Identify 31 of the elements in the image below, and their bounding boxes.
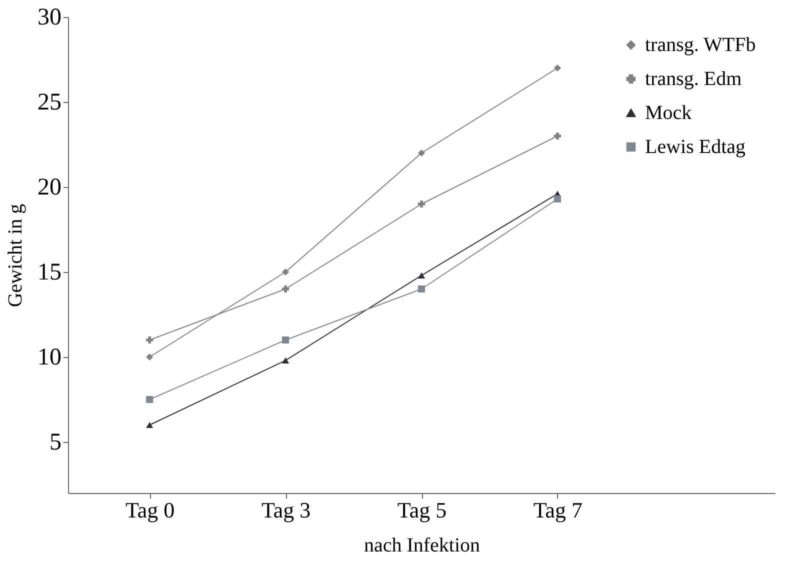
y-tick-label: 15: [38, 260, 62, 286]
point: [146, 396, 154, 404]
point: [282, 336, 290, 344]
point: [146, 422, 154, 428]
point: [554, 64, 561, 72]
point: [146, 353, 154, 361]
point: [282, 285, 290, 293]
legend-label: transg. Edm: [645, 68, 742, 90]
y-tick-label: 25: [38, 90, 62, 116]
x-tick-label: Tag 3: [261, 498, 311, 522]
point: [418, 272, 426, 278]
legend-label: transg. WTFb: [645, 34, 756, 56]
point: [418, 149, 426, 157]
point: [146, 336, 154, 344]
point: [418, 200, 426, 208]
x-tick-label: Tag 5: [397, 498, 447, 522]
y-tick-label: 30: [38, 4, 62, 30]
point: [282, 268, 290, 276]
point: [554, 132, 561, 140]
point: [282, 357, 290, 364]
legend-label: Mock: [645, 102, 692, 124]
point: [418, 285, 426, 293]
x-tick-label: Tag 0: [125, 498, 175, 522]
y-tick-label: 5: [50, 430, 62, 456]
y-tick-label: 20: [38, 174, 62, 200]
x-tick-label: Tag 7: [533, 498, 583, 522]
legend-label: Lewis Edtag: [645, 136, 746, 158]
y-axis-title: Gewicht in g: [4, 204, 26, 308]
x-axis-title: nach Infektion: [364, 534, 480, 556]
point: [554, 195, 561, 202]
y-tick-label: 10: [38, 344, 62, 370]
